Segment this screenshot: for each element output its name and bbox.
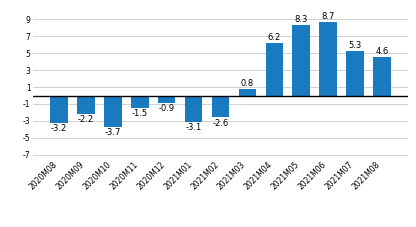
Bar	[158, 96, 176, 103]
Bar	[185, 96, 202, 122]
Text: 8.7: 8.7	[322, 12, 335, 21]
Bar	[212, 96, 229, 118]
Text: -3.7: -3.7	[105, 128, 121, 137]
Bar	[77, 96, 95, 114]
Text: -1.5: -1.5	[132, 109, 148, 118]
Bar	[265, 43, 283, 96]
Bar	[239, 89, 256, 96]
Text: 8.3: 8.3	[295, 15, 308, 24]
Text: 0.8: 0.8	[241, 79, 254, 88]
Text: -2.2: -2.2	[78, 115, 94, 124]
Bar	[319, 22, 337, 96]
Text: -3.1: -3.1	[186, 123, 202, 132]
Text: 4.6: 4.6	[375, 47, 389, 56]
Text: -2.6: -2.6	[212, 118, 229, 128]
Bar	[50, 96, 68, 123]
Bar	[346, 51, 364, 96]
Text: -3.2: -3.2	[51, 123, 67, 133]
Bar	[131, 96, 149, 108]
Text: 5.3: 5.3	[348, 41, 362, 50]
Bar	[104, 96, 121, 127]
Text: -0.9: -0.9	[158, 104, 175, 113]
Bar	[292, 25, 310, 96]
Bar	[373, 57, 391, 96]
Text: 6.2: 6.2	[267, 33, 281, 42]
